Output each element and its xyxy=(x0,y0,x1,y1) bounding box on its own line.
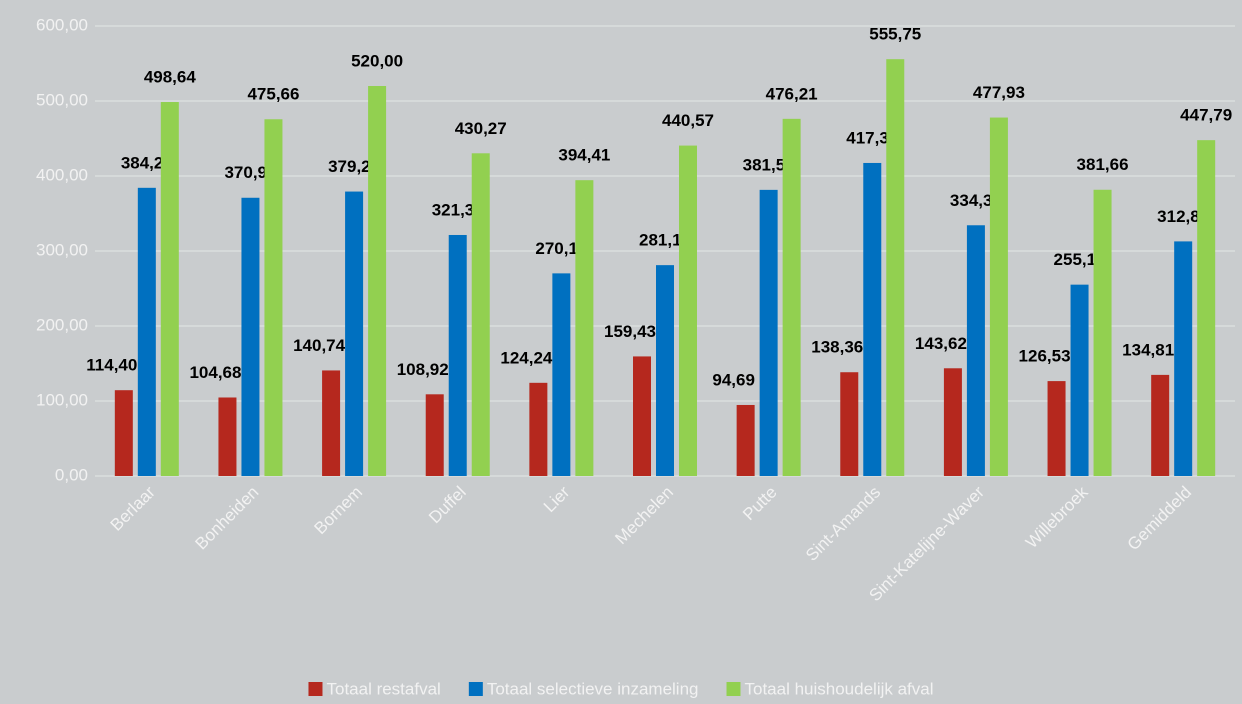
data-label: 477,93 xyxy=(973,83,1025,102)
data-label: 334,31 xyxy=(950,191,1002,210)
y-tick-label: 0,00 xyxy=(55,465,88,484)
bar xyxy=(863,162,882,476)
data-label: 94,69 xyxy=(712,370,755,389)
x-tick-label: Lier xyxy=(540,482,574,516)
bar xyxy=(943,368,962,476)
data-label: 381,51 xyxy=(743,155,795,174)
x-tick-label: Bonheiden xyxy=(192,483,263,554)
data-label: 138,36 xyxy=(811,338,863,357)
legend-swatch xyxy=(726,682,741,696)
bar xyxy=(529,382,548,476)
legend-swatch xyxy=(308,682,323,696)
data-label: 440,57 xyxy=(662,111,714,130)
data-label: 281,14 xyxy=(639,231,692,250)
x-tick-label: Sint-Amands xyxy=(802,483,884,565)
bar xyxy=(552,273,571,476)
data-label: 384,24 xyxy=(121,153,174,172)
data-label: 104,68 xyxy=(189,363,241,382)
bar xyxy=(782,118,801,476)
bar xyxy=(1151,374,1170,476)
data-label: 124,24 xyxy=(500,348,553,367)
y-tick-label: 200,00 xyxy=(36,315,88,334)
x-tick-label: Willebroek xyxy=(1022,482,1092,552)
y-tick-label: 100,00 xyxy=(36,390,88,409)
bar xyxy=(1070,284,1089,476)
legend-swatch xyxy=(468,682,483,696)
data-label: 140,74 xyxy=(293,336,346,355)
data-label: 417,38 xyxy=(846,128,898,147)
data-label: 255,13 xyxy=(1054,250,1106,269)
data-label: 394,41 xyxy=(558,146,610,165)
legend-label: Totaal selectieve inzameling xyxy=(487,679,699,698)
data-label: 476,21 xyxy=(766,84,818,103)
bar xyxy=(425,394,444,476)
data-label: 143,62 xyxy=(915,334,967,353)
data-label: 370,98 xyxy=(224,163,276,182)
bar xyxy=(137,187,156,476)
bar xyxy=(1197,140,1216,476)
x-tick-label: Bornem xyxy=(311,483,367,539)
bar xyxy=(736,404,755,476)
bar xyxy=(322,370,341,476)
y-tick-label: 300,00 xyxy=(36,240,88,259)
bar xyxy=(218,397,237,476)
y-tick-label: 400,00 xyxy=(36,165,88,184)
bar xyxy=(633,356,651,476)
data-label: 108,92 xyxy=(397,360,449,379)
bar xyxy=(759,189,778,476)
legend: Totaal restafval Totaal selectieve inzame… xyxy=(308,679,934,698)
data-label: 114,40 xyxy=(86,356,137,375)
legend-label: Totaal huishoudelijk afval xyxy=(745,679,934,698)
bar xyxy=(989,117,1008,477)
data-label: 555,75 xyxy=(869,25,921,44)
x-tick-label: Duffel xyxy=(425,483,470,528)
x-tick-label: Berlaar xyxy=(107,482,159,534)
bar xyxy=(966,225,985,476)
bar xyxy=(114,390,133,476)
bar xyxy=(1047,381,1066,476)
data-label: 381,66 xyxy=(1077,155,1129,174)
y-tick-label: 500,00 xyxy=(36,90,88,109)
data-label: 430,27 xyxy=(455,119,507,138)
bar xyxy=(241,197,260,476)
bar xyxy=(1093,189,1112,476)
bar xyxy=(264,119,283,476)
x-tick-label: Putte xyxy=(739,483,781,525)
bar xyxy=(679,145,697,476)
data-label: 270,17 xyxy=(535,239,587,258)
data-label: 520,00 xyxy=(351,51,403,70)
bar xyxy=(886,59,905,476)
bar xyxy=(656,265,674,476)
data-label: 447,79 xyxy=(1180,106,1232,125)
data-label: 379,26 xyxy=(328,157,380,176)
data-label: 475,66 xyxy=(247,85,299,104)
x-tick-label: Mechelen xyxy=(611,483,677,549)
bar xyxy=(575,180,594,476)
x-tick-label: Sint-Katelijne-Waver xyxy=(865,482,988,605)
x-tick-label: Gemiddeld xyxy=(1124,483,1196,555)
data-label: 159,43 xyxy=(604,322,656,341)
data-label: 126,53 xyxy=(1019,347,1071,366)
bar xyxy=(471,153,490,477)
data-label: 498,64 xyxy=(144,68,197,87)
data-label: 312,80 xyxy=(1157,207,1209,226)
data-label: 321,35 xyxy=(432,200,484,219)
bar xyxy=(840,372,859,476)
bar xyxy=(368,86,387,476)
bar xyxy=(448,234,467,476)
y-tick-label: 600,00 xyxy=(36,15,88,34)
legend-label: Totaal restafval xyxy=(326,679,440,698)
bar xyxy=(160,102,179,477)
bar xyxy=(345,191,364,476)
bar xyxy=(1174,241,1193,476)
data-label: 134,81 xyxy=(1122,340,1174,359)
